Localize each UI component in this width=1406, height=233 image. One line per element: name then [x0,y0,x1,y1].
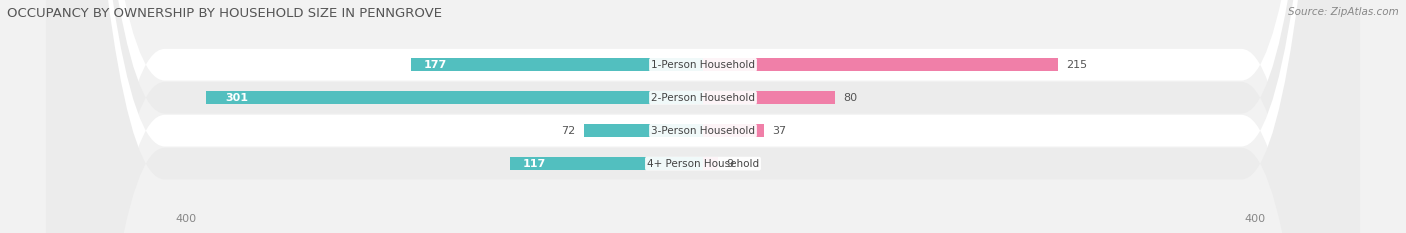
Text: 301: 301 [225,93,249,103]
Bar [583,124,703,137]
Text: 400: 400 [1244,214,1265,224]
Text: 1-Person Household: 1-Person Household [651,60,755,70]
Bar [703,124,763,137]
Text: 177: 177 [423,60,447,70]
Text: 400: 400 [176,214,197,224]
Text: Source: ZipAtlas.com: Source: ZipAtlas.com [1288,7,1399,17]
Text: 37: 37 [772,126,786,136]
Bar [205,91,703,104]
FancyBboxPatch shape [45,0,1361,233]
Bar [411,58,703,71]
FancyBboxPatch shape [45,0,1361,233]
Legend: Owner-occupied, Renter-occupied: Owner-occupied, Renter-occupied [583,231,823,233]
Bar [703,157,718,170]
Bar [703,91,835,104]
Text: 80: 80 [844,93,858,103]
Text: 3-Person Household: 3-Person Household [651,126,755,136]
Bar [703,58,1059,71]
Text: OCCUPANCY BY OWNERSHIP BY HOUSEHOLD SIZE IN PENNGROVE: OCCUPANCY BY OWNERSHIP BY HOUSEHOLD SIZE… [7,7,441,20]
Text: 117: 117 [523,159,546,169]
Bar [510,157,703,170]
Text: 4+ Person Household: 4+ Person Household [647,159,759,169]
FancyBboxPatch shape [45,0,1361,233]
Text: 2-Person Household: 2-Person Household [651,93,755,103]
FancyBboxPatch shape [45,0,1361,233]
Text: 72: 72 [561,126,576,136]
Text: 9: 9 [725,159,734,169]
Text: 215: 215 [1066,60,1088,70]
